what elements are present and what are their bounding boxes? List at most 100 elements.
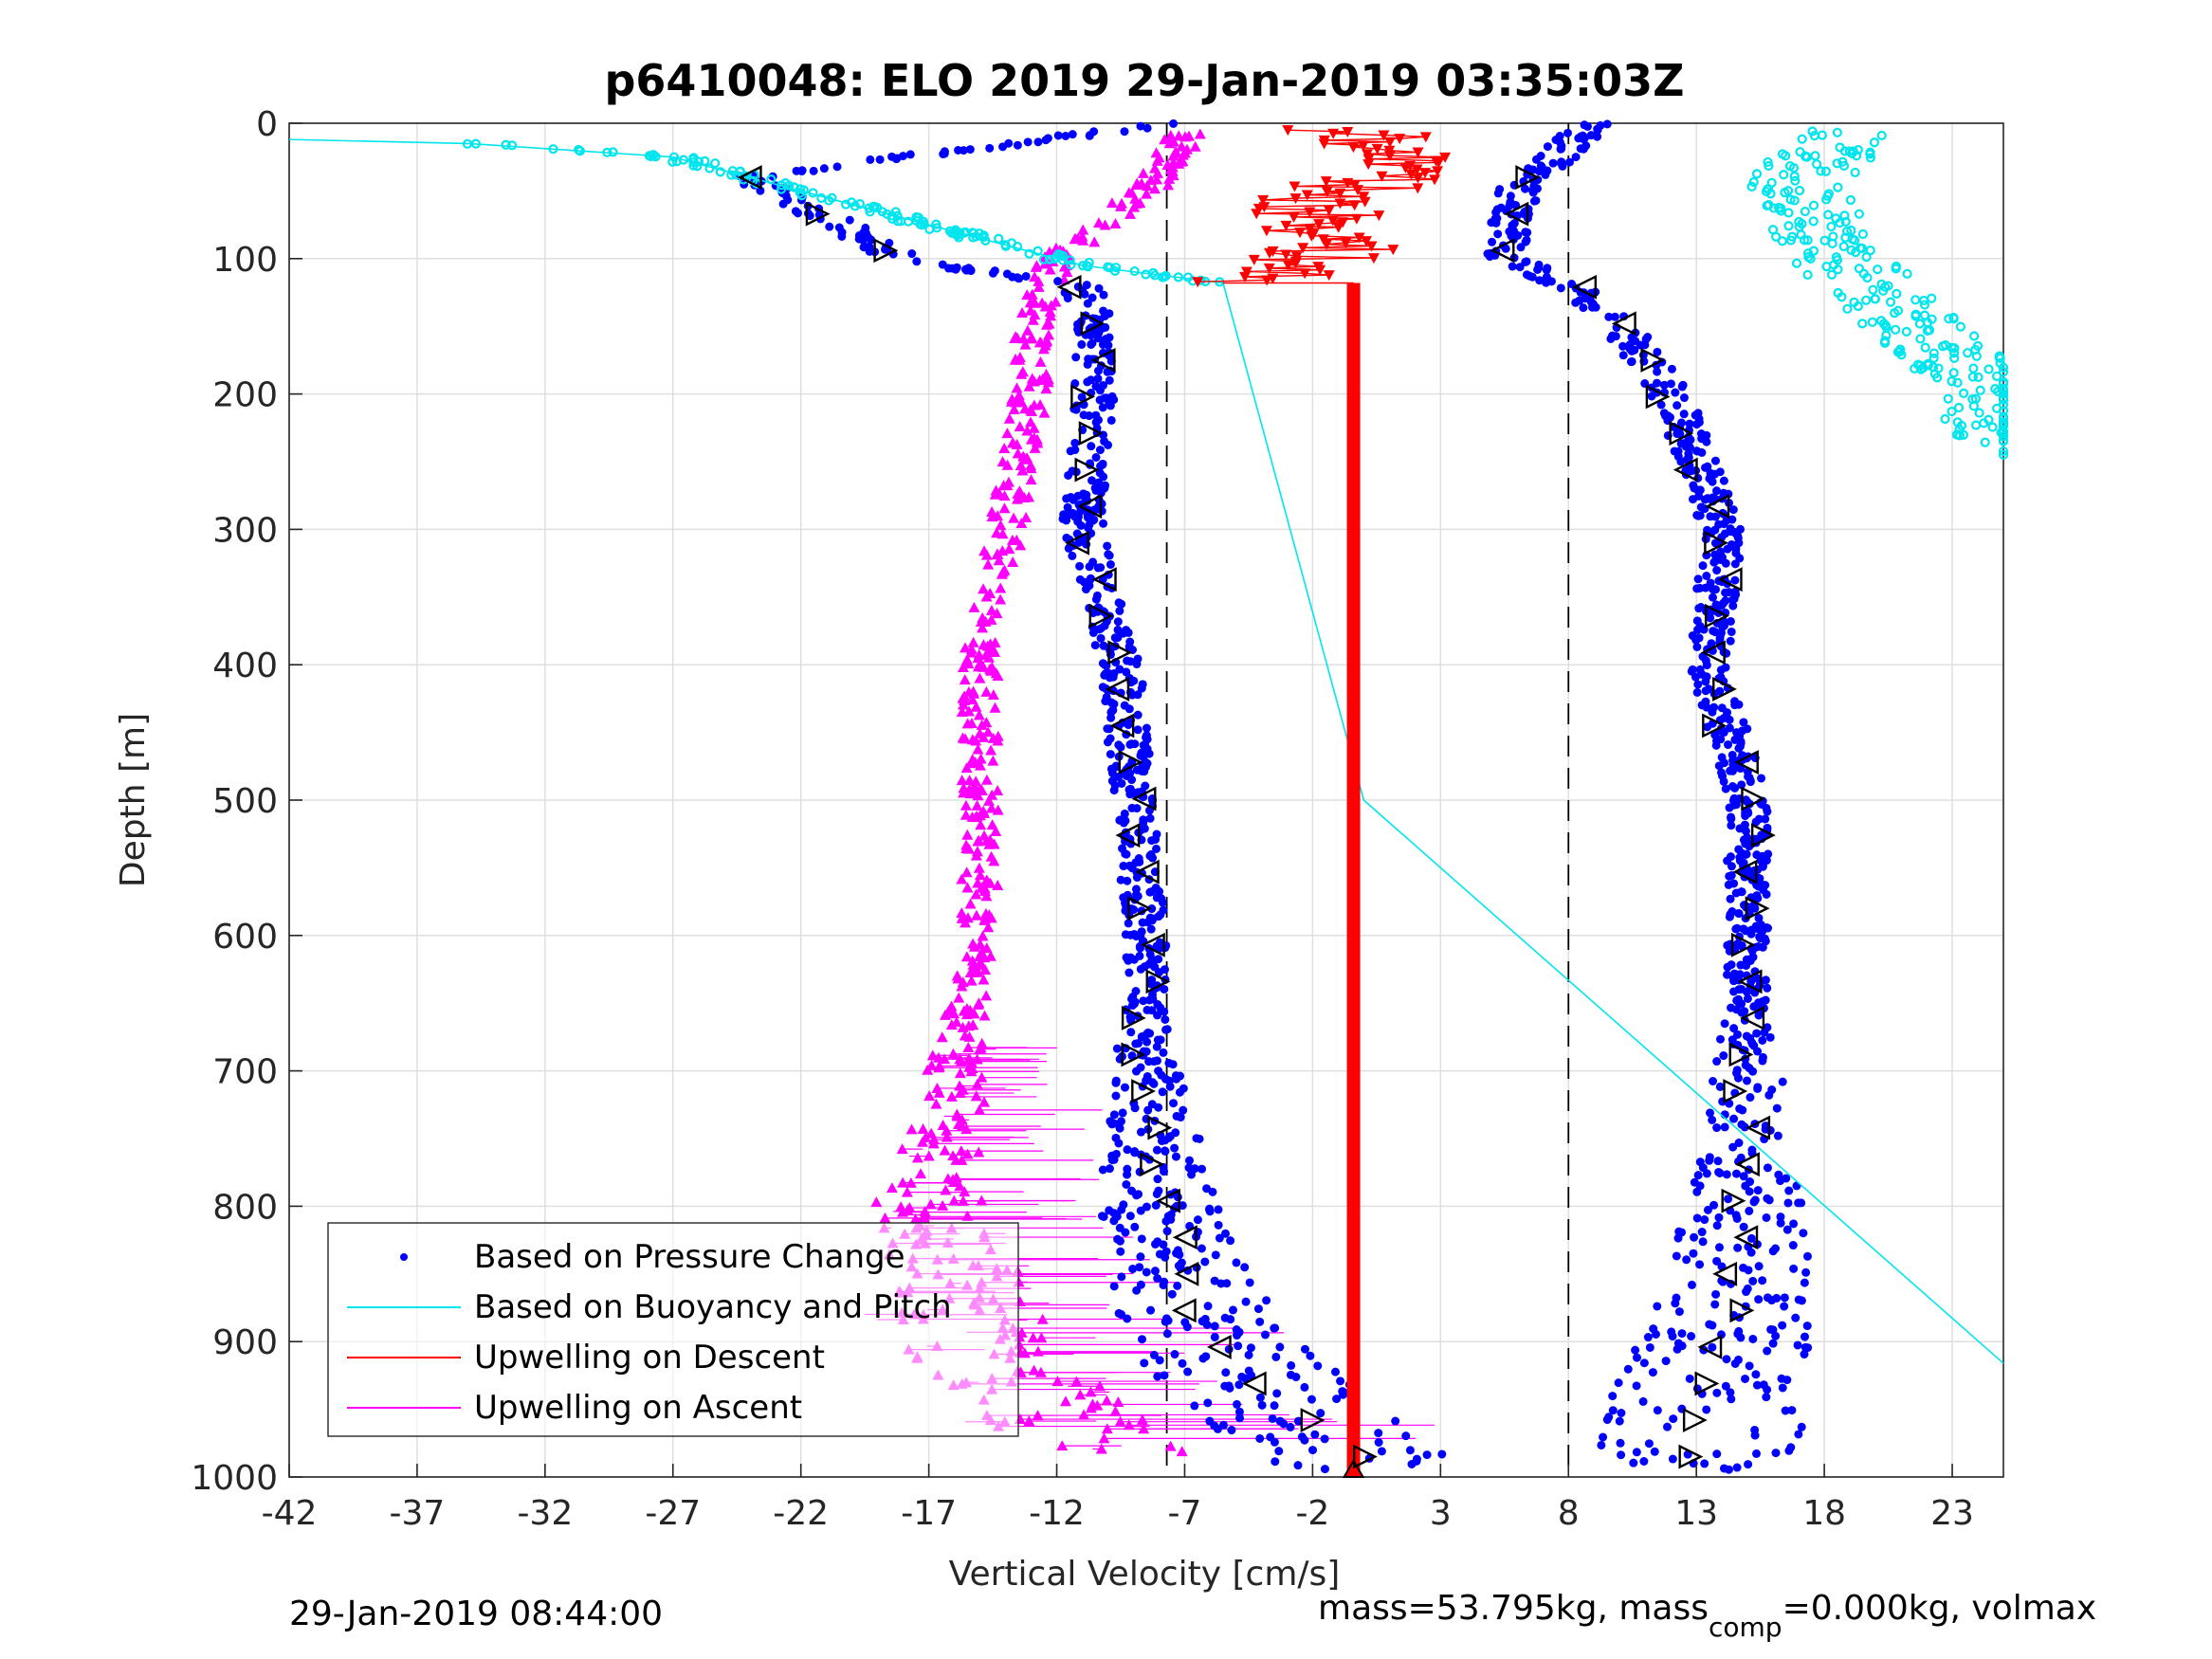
ascent-point xyxy=(1029,309,1041,320)
ascent-point xyxy=(988,838,1000,849)
pressure-point xyxy=(1737,1120,1746,1129)
pressure-point xyxy=(1661,1357,1671,1366)
descent-point xyxy=(1383,137,1396,148)
legend-label-ascent: Upwelling on Ascent xyxy=(474,1389,802,1427)
ascent-point xyxy=(954,1180,966,1192)
buoyancy-point xyxy=(1998,376,2009,387)
pressure-point xyxy=(1300,1435,1309,1445)
x-tick-label: 18 xyxy=(1802,1494,1846,1533)
pressure-point xyxy=(1734,994,1744,1004)
pressure-point xyxy=(1748,1276,1758,1285)
pressure-point xyxy=(1152,1042,1161,1051)
pressure-point xyxy=(1597,1440,1606,1449)
pressure-point xyxy=(1178,1358,1187,1368)
descent-point xyxy=(1340,237,1352,248)
pressure-point xyxy=(1737,780,1746,790)
pressure-point xyxy=(1053,131,1063,140)
pressure-point xyxy=(1200,1257,1210,1267)
ascent-point xyxy=(1101,1395,1113,1406)
pressure-point xyxy=(1733,1243,1743,1252)
pressure-point xyxy=(1143,1028,1153,1037)
pressure-point xyxy=(1135,1263,1144,1272)
pressure-point xyxy=(1202,1184,1212,1194)
ascent-point xyxy=(966,734,978,745)
pressure-point xyxy=(1075,561,1085,571)
pressure-point xyxy=(1125,1212,1135,1221)
buoyancy-point xyxy=(1783,221,1794,231)
ascent-point xyxy=(879,1212,891,1223)
x-tick-label: -42 xyxy=(262,1494,318,1533)
pressure-point xyxy=(1161,1146,1170,1156)
pressure-point xyxy=(1096,462,1106,471)
buoyancy-point xyxy=(776,184,787,194)
ascent-point xyxy=(978,583,990,594)
ascent-point xyxy=(1056,1440,1069,1451)
pressure-point xyxy=(1700,1215,1709,1225)
descent-point xyxy=(1297,243,1309,254)
pressure-point xyxy=(1106,713,1116,722)
pressure-point xyxy=(1095,386,1105,395)
pressure-point xyxy=(1519,210,1528,219)
x-tick-label: 23 xyxy=(1930,1494,1974,1533)
pressure-point xyxy=(1127,690,1137,700)
pressure-point xyxy=(1077,392,1087,402)
profile-marker xyxy=(1171,1298,1197,1323)
y-axis-ticks: 0 100 200 300 400 500 600 700 800 900 1000 xyxy=(191,105,302,1498)
buoyancy-point xyxy=(1767,225,1779,235)
ascent-point xyxy=(974,869,986,881)
profile-marker xyxy=(1712,1261,1738,1286)
pressure-point xyxy=(1493,189,1503,198)
ascent-point xyxy=(974,759,986,771)
pressure-point xyxy=(1320,1434,1329,1444)
pressure-point xyxy=(1709,702,1719,712)
ascent-point xyxy=(897,1176,909,1188)
pressure-point xyxy=(1735,524,1745,534)
ascent-point xyxy=(1040,337,1052,348)
pressure-point xyxy=(1103,541,1112,551)
ascent-point xyxy=(959,690,971,702)
pressure-point xyxy=(1787,1406,1797,1415)
pressure-point xyxy=(1151,1200,1161,1210)
y-tick-label: 200 xyxy=(212,376,278,415)
ascent-point xyxy=(991,608,1003,619)
buoyancy-point xyxy=(1953,402,1965,413)
pressure-point xyxy=(1145,887,1155,897)
pressure-point xyxy=(1730,587,1740,596)
pressure-point xyxy=(1268,1413,1277,1423)
buoyancy-point xyxy=(1998,389,2009,399)
pressure-point xyxy=(1689,495,1698,504)
ascent-point xyxy=(1015,368,1028,379)
descent-point xyxy=(1348,200,1361,211)
pressure-point xyxy=(1697,447,1707,457)
ascent-point xyxy=(980,685,993,697)
pressure-point xyxy=(1008,272,1017,282)
pressure-point xyxy=(1101,481,1110,490)
profile-marker xyxy=(1746,1115,1771,1140)
buoyancy-point xyxy=(887,210,897,221)
pressure-point xyxy=(1165,1082,1175,1091)
pressure-point xyxy=(1113,617,1123,627)
pressure-point xyxy=(1117,599,1126,609)
pressure-point xyxy=(1270,1323,1279,1333)
pressure-point xyxy=(1747,946,1757,956)
buoyancy-point xyxy=(1916,364,1927,374)
pressure-point xyxy=(1671,388,1680,397)
pressure-point xyxy=(1716,672,1726,682)
pressure-point xyxy=(1677,382,1687,392)
ascent-point xyxy=(1141,188,1153,199)
pressure-point xyxy=(1709,1077,1718,1086)
pressure-point xyxy=(1218,1420,1228,1430)
pressure-point xyxy=(1109,1110,1119,1120)
pressure-point xyxy=(1091,453,1101,463)
buoyancy-point xyxy=(1794,216,1804,228)
pressure-point xyxy=(1711,1289,1721,1299)
descent-point xyxy=(1334,188,1346,199)
pressure-point xyxy=(1710,456,1720,465)
pressure-point xyxy=(1674,1307,1684,1317)
pressure-point xyxy=(1718,772,1728,781)
ascent-point xyxy=(911,1152,923,1163)
pressure-point xyxy=(1693,409,1703,418)
ascent-point xyxy=(941,1124,953,1136)
buoyancy-point xyxy=(1823,189,1835,199)
pressure-point xyxy=(1543,166,1552,175)
